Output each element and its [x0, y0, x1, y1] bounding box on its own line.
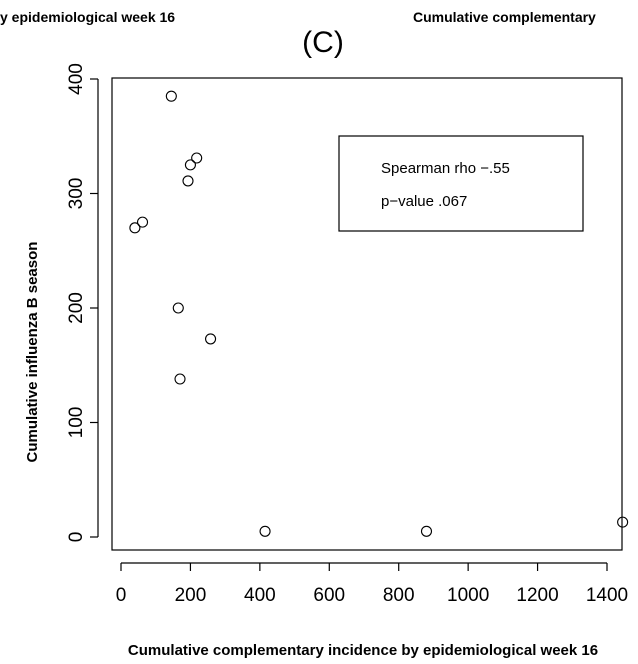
plot-frame: [111, 77, 623, 551]
legend-line-rho: Spearman rho −.55: [381, 160, 510, 177]
x-tick-label: 400: [244, 585, 276, 606]
x-tick-label: 800: [383, 585, 415, 606]
data-point: [191, 152, 203, 164]
x-axis-label: Cumulative complementary incidence by ep…: [128, 642, 598, 659]
data-point: [617, 516, 629, 528]
legend-box: [338, 135, 584, 232]
y-tick-label: 200: [66, 292, 87, 324]
x-tick-label: 1200: [516, 585, 558, 606]
y-tick-label: 0: [66, 532, 87, 543]
data-point: [259, 525, 271, 537]
data-point: [205, 333, 217, 345]
data-point: [172, 302, 184, 314]
y-tick-label: 300: [66, 178, 87, 210]
y-tick-label: 100: [66, 407, 87, 439]
chart-title: (C): [302, 26, 344, 59]
y-axis-label: Cumulative influenza B season: [24, 242, 41, 463]
data-point: [165, 90, 177, 102]
data-point: [136, 216, 149, 228]
data-point: [174, 373, 186, 385]
data-point: [420, 525, 433, 537]
x-tick-label: 0: [116, 585, 127, 606]
x-tick-label: 1400: [586, 585, 628, 606]
data-point: [129, 222, 141, 234]
y-tick-label: 400: [66, 63, 87, 95]
x-tick-label: 200: [175, 585, 207, 606]
y-axis: 0 100 200 300 400: [66, 63, 99, 543]
legend-line-pvalue: p−value .067: [381, 193, 467, 210]
data-points: [129, 90, 629, 537]
legend: Spearman rho −.55 p−value .067: [338, 135, 584, 232]
x-tick-label: 600: [313, 585, 345, 606]
data-point: [182, 175, 194, 187]
left-caption: y epidemiological week 16: [0, 9, 175, 25]
x-axis: 0 200 400 600 800 1000 1200 1400: [116, 562, 628, 606]
x-tick-label: 1000: [447, 585, 489, 606]
data-point: [184, 159, 196, 171]
right-caption: Cumulative complementary: [413, 9, 596, 25]
